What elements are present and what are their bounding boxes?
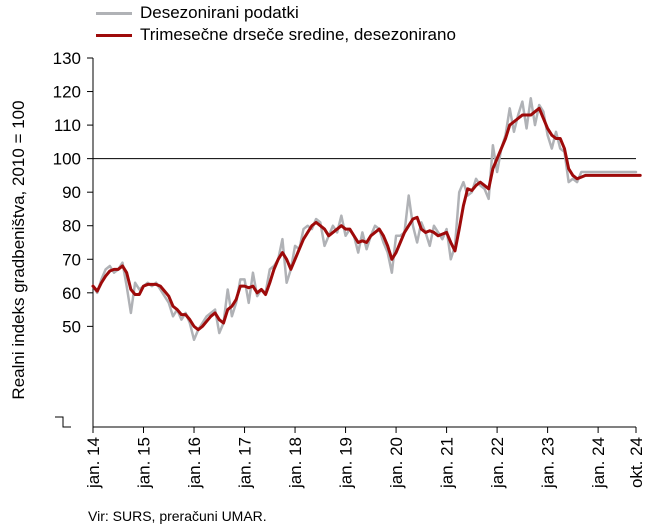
y-axis: 50 60 70 80 90 100 110 120 130	[53, 49, 94, 428]
x-tick-label: jan. 19	[337, 437, 356, 489]
x-tick-label: jan. 22	[488, 437, 507, 489]
series-line-raw	[91, 97, 638, 342]
x-tick-label: okt. 24	[627, 437, 646, 488]
x-tick-label: jan. 17	[236, 437, 255, 489]
y-tick-label: 130	[53, 49, 81, 68]
legend: Desezonirani podatki Trimesečne drseče s…	[96, 2, 456, 46]
series-lines	[91, 97, 642, 342]
y-tick-label: 110	[54, 116, 81, 135]
legend-swatch-raw	[96, 11, 132, 15]
legend-label-avg: Trimesečne drseče sredine, desezonirano	[140, 25, 456, 44]
y-tick-label: 70	[62, 250, 81, 269]
x-tick-label: jan. 20	[387, 437, 406, 489]
y-axis-title: Realni indeks gradbeništva, 2010 = 100	[9, 100, 28, 399]
series-line-moving-average	[91, 106, 642, 332]
legend-label-raw: Desezonirani podatki	[140, 3, 299, 22]
x-tick-label: jan. 15	[135, 437, 154, 489]
x-tick-label: jan. 14	[84, 437, 103, 489]
x-tick-label: jan. 23	[539, 437, 558, 489]
x-tick-label: jan. 18	[286, 437, 305, 489]
x-axis: jan. 14 jan. 15 jan. 16 jan. 17 jan. 18 jan. …	[84, 426, 646, 489]
source-note: Vir: SURS, preračuni UMAR.	[88, 508, 267, 524]
x-tick-label: jan. 24	[589, 437, 608, 489]
axis-break-marker	[55, 416, 71, 428]
legend-swatch-avg	[96, 33, 132, 37]
y-tick-label: 90	[62, 183, 81, 202]
legend-item-avg: Trimesečne drseče sredine, desezonirano	[96, 24, 456, 46]
y-tick-label: 80	[62, 217, 81, 236]
y-tick-label: 50	[62, 317, 81, 336]
legend-item-raw: Desezonirani podatki	[96, 2, 456, 24]
x-tick-label: jan. 21	[438, 437, 457, 489]
x-tick-label: jan. 16	[185, 437, 204, 489]
y-tick-label: 100	[53, 150, 81, 169]
y-tick-label: 60	[62, 284, 81, 303]
y-tick-label: 120	[53, 83, 81, 102]
